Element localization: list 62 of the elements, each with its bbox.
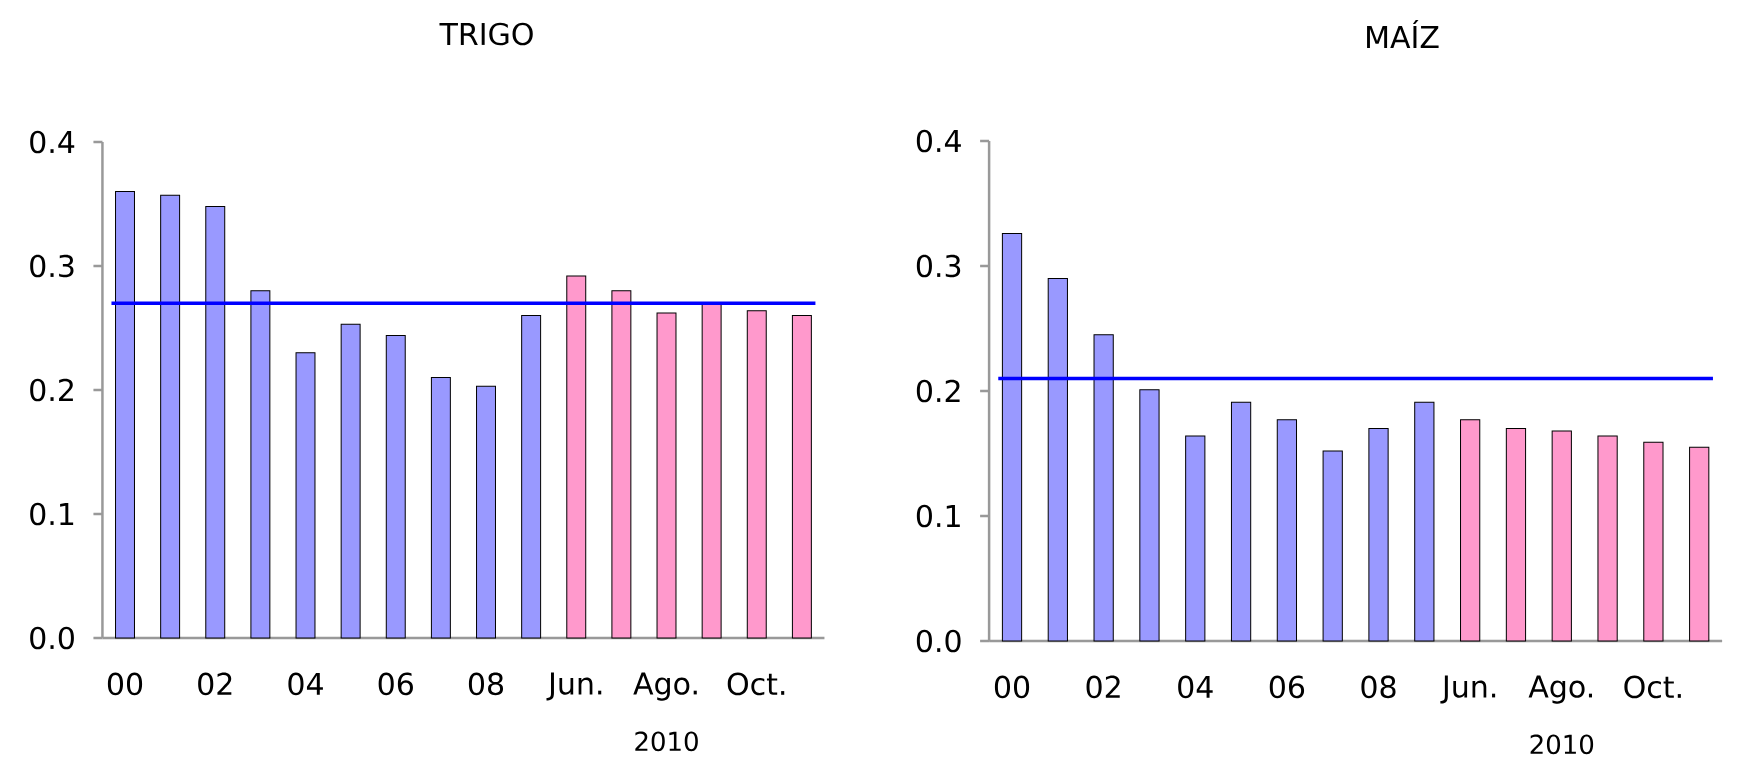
- y-tick-label: 0.2: [916, 379, 960, 403]
- bar: [115, 191, 135, 639]
- y-tick-label: 0.0: [30, 626, 74, 650]
- bar: [1001, 233, 1023, 642]
- bar: [791, 315, 812, 639]
- y-tick-label: 0.0: [916, 629, 961, 653]
- x-tick-label: 00: [994, 675, 1030, 699]
- bar: [701, 302, 722, 639]
- x-tick-label: 06: [378, 672, 413, 696]
- bar: [430, 377, 451, 639]
- bar: [1414, 401, 1435, 642]
- x-tick-label: Oct.: [727, 672, 785, 696]
- bar: [250, 290, 271, 639]
- bar: [656, 312, 677, 639]
- bar: [340, 323, 361, 639]
- y-tick-label: 0.2: [30, 378, 73, 402]
- y-tick-label: 0.4: [916, 129, 961, 153]
- bar: [566, 275, 587, 639]
- bar: [1460, 419, 1481, 642]
- x-tick-label: 08: [468, 672, 504, 696]
- x-tick-label: 00: [107, 672, 143, 696]
- bar: [1322, 450, 1343, 642]
- x-tick-label: Oct.: [1624, 675, 1681, 699]
- bar: [1368, 428, 1389, 642]
- y-tick-label: 0.4: [30, 130, 75, 154]
- y-tick-label: 0.3: [916, 254, 961, 278]
- bar: [746, 310, 767, 639]
- x-tick-label: Ago.: [633, 672, 697, 701]
- x-tick-label: 02: [198, 672, 232, 696]
- y-tick-label: 0.1: [916, 504, 960, 528]
- bar: [1505, 428, 1527, 642]
- bar: [476, 385, 496, 639]
- y-tick-label: 0.3: [30, 254, 74, 278]
- bar: [1230, 401, 1252, 642]
- x-tick-label: 04: [1178, 675, 1213, 699]
- bar: [611, 290, 632, 639]
- bar: [1139, 389, 1160, 642]
- x-tick-label: 06: [1269, 675, 1305, 699]
- bar: [1047, 278, 1068, 642]
- bar: [1643, 441, 1664, 642]
- text: 2010: [1530, 734, 1594, 755]
- bar: [1093, 334, 1114, 642]
- bar: [1276, 419, 1298, 642]
- chart-title: MAÍZ: [1367, 20, 1439, 48]
- x-tick-label: Jun.: [546, 672, 602, 701]
- bar: [205, 205, 226, 639]
- x-tick-label: Ago.: [1528, 675, 1593, 704]
- chart-title: TRIGO: [439, 22, 533, 46]
- bar: [521, 315, 542, 639]
- bar: [1597, 435, 1618, 642]
- bar: [160, 194, 181, 639]
- x-tick-label: Jun.: [1440, 675, 1496, 704]
- x-tick-label: 04: [288, 672, 323, 696]
- y-tick-label: 0.1: [30, 502, 74, 526]
- bar: [385, 334, 406, 639]
- x-tick-label: 02: [1086, 675, 1120, 699]
- x-tick-label: 08: [1361, 675, 1396, 699]
- bar: [1689, 446, 1710, 642]
- bar: [1185, 435, 1206, 642]
- bar: [1551, 430, 1572, 642]
- bar: [295, 352, 316, 639]
- text: 2010: [635, 731, 698, 752]
